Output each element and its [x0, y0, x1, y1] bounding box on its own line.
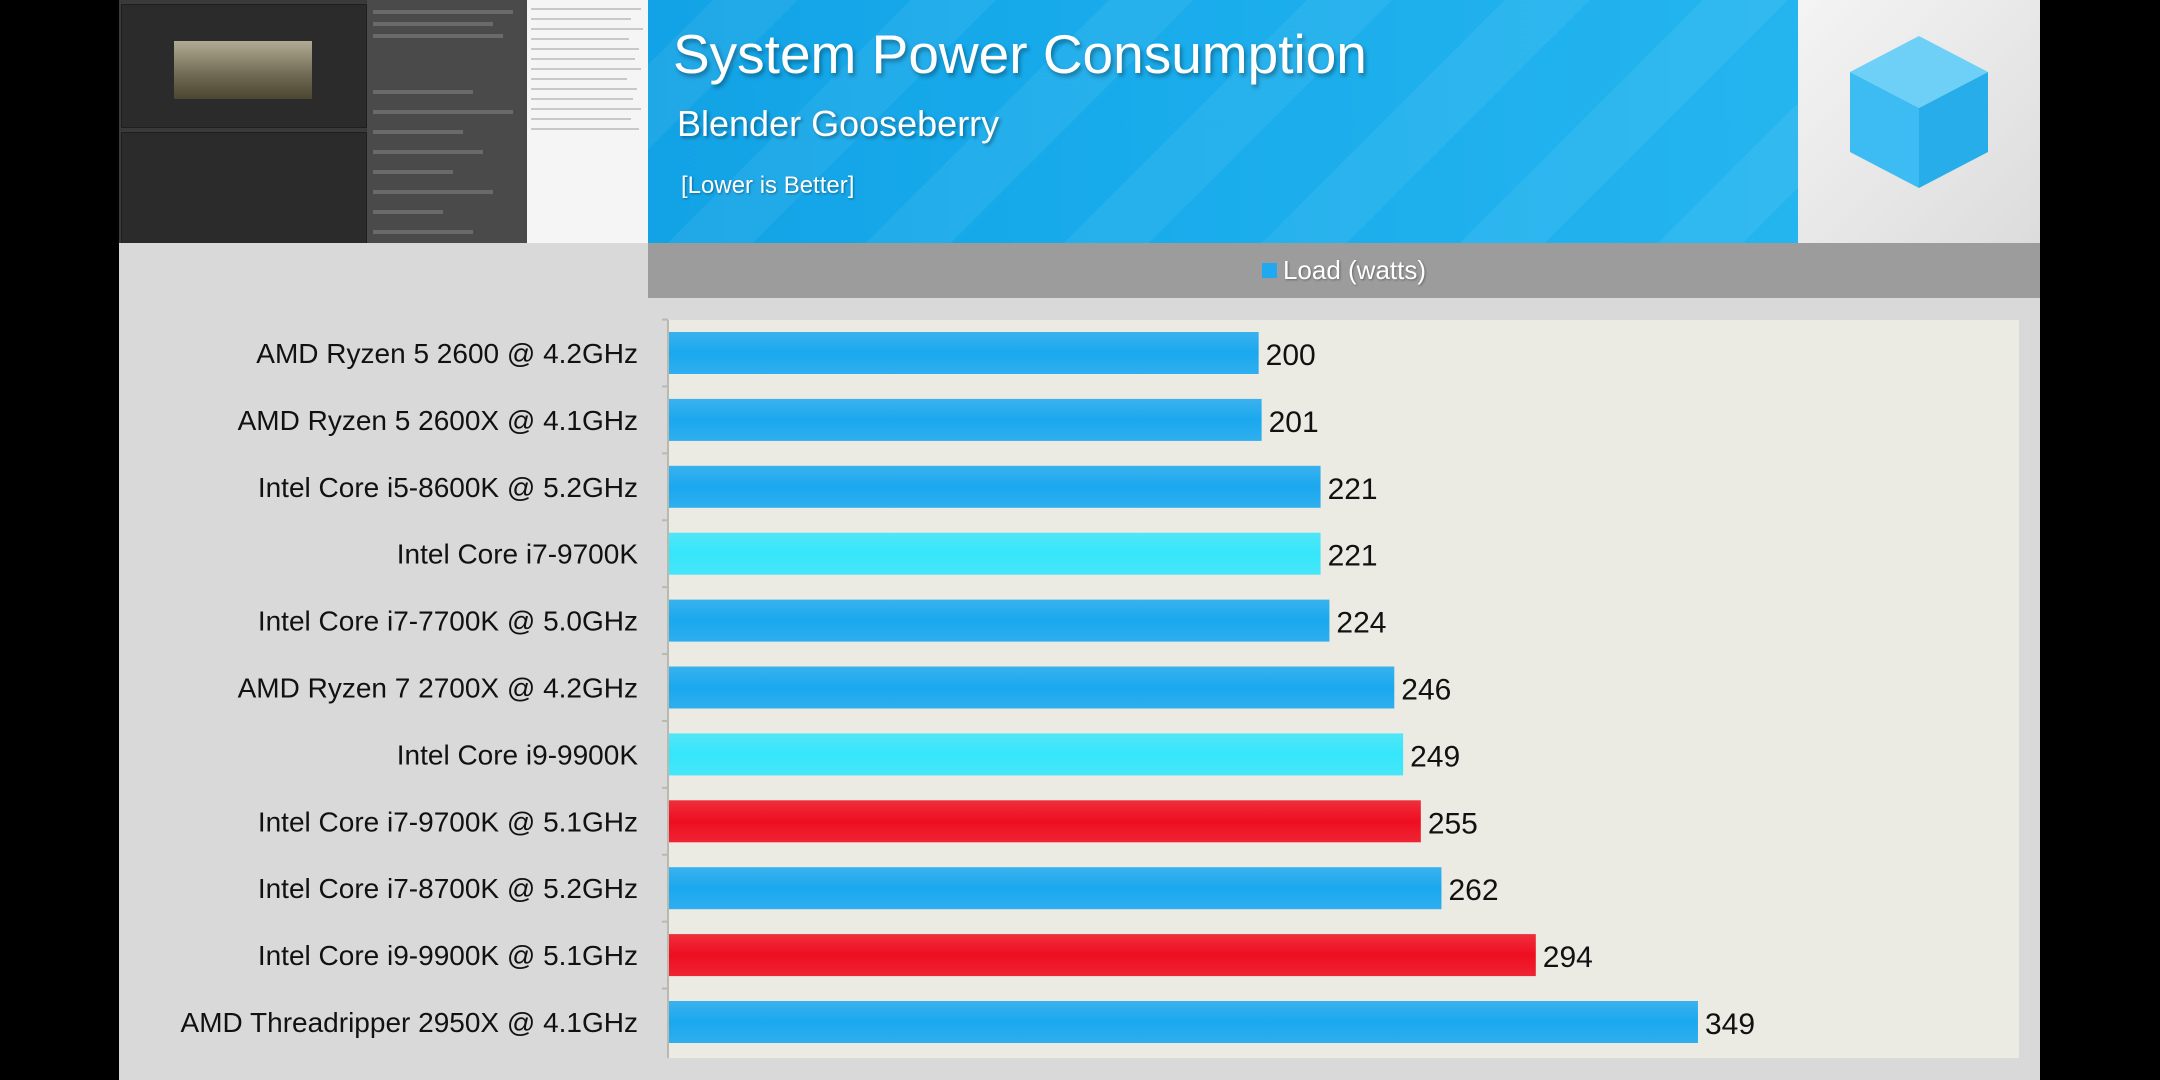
bar — [669, 800, 1421, 843]
category-label: AMD Ryzen 5 2600X @ 4.1GHz — [238, 405, 638, 436]
bar — [669, 332, 1259, 374]
category-label: Intel Core i5-8600K @ 5.2GHz — [258, 472, 638, 503]
value-label: 262 — [1448, 874, 1498, 907]
video-thumbnail — [119, 0, 648, 243]
bar — [669, 733, 1404, 776]
viewport-top — [121, 4, 367, 128]
value-label: 349 — [1705, 1008, 1755, 1041]
render-preview-image — [174, 41, 312, 99]
value-label: 246 — [1401, 674, 1451, 707]
category-label: Intel Core i7-9700K — [397, 539, 639, 570]
chart-subtitle: Blender Gooseberry — [677, 103, 1000, 144]
bar — [669, 1001, 1698, 1043]
bar — [669, 934, 1536, 977]
value-label: 221 — [1328, 540, 1378, 573]
bar-chart: AMD Ryzen 5 2600 @ 4.2GHz 200 AMD Ryzen 5 … — [181, 318, 1755, 1058]
bar — [669, 532, 1321, 575]
chart-title: System Power Consumption — [673, 23, 1367, 85]
bar — [669, 465, 1321, 508]
viewport-bottom — [121, 132, 367, 243]
bar — [669, 398, 1262, 441]
legend: Load (watts) — [648, 243, 2040, 298]
category-label: Intel Core i7-9700K @ 5.1GHz — [258, 806, 638, 837]
logo — [1798, 0, 2040, 243]
bar — [669, 666, 1395, 709]
category-label: Intel Core i9-9900K @ 5.1GHz — [258, 940, 638, 971]
bar — [669, 599, 1330, 642]
value-label: 200 — [1266, 339, 1316, 372]
category-label: AMD Threadripper 2950X @ 4.1GHz — [181, 1007, 638, 1038]
legend-swatch — [1261, 263, 1277, 278]
value-label: 224 — [1336, 607, 1386, 640]
value-label: 201 — [1269, 406, 1319, 439]
cube-logo-icon — [1850, 36, 1988, 188]
chart-header: System Power Consumption Blender Goosebe… — [119, 0, 2040, 243]
category-label: Intel Core i7-7700K @ 5.0GHz — [258, 606, 638, 637]
value-label: 294 — [1543, 941, 1593, 974]
properties-panel — [367, 0, 527, 243]
category-label: Intel Core i7-8700K @ 5.2GHz — [258, 873, 638, 904]
value-label: 255 — [1428, 807, 1478, 840]
bar — [669, 867, 1442, 910]
value-label: 221 — [1328, 473, 1378, 506]
chart-note: [Lower is Better] — [681, 172, 855, 199]
category-label: AMD Ryzen 7 2700X @ 4.2GHz — [238, 673, 638, 704]
value-label: 249 — [1410, 740, 1460, 773]
category-label: AMD Ryzen 5 2600 @ 4.2GHz — [256, 338, 638, 369]
legend-bar: Load (watts) — [648, 243, 2040, 298]
task-manager-panel — [527, 0, 648, 243]
category-label: Intel Core i9-9900K — [397, 739, 639, 770]
chart-frame: System Power Consumption Blender Goosebe… — [119, 0, 2040, 1080]
legend-label: Load (watts) — [1282, 255, 1427, 285]
